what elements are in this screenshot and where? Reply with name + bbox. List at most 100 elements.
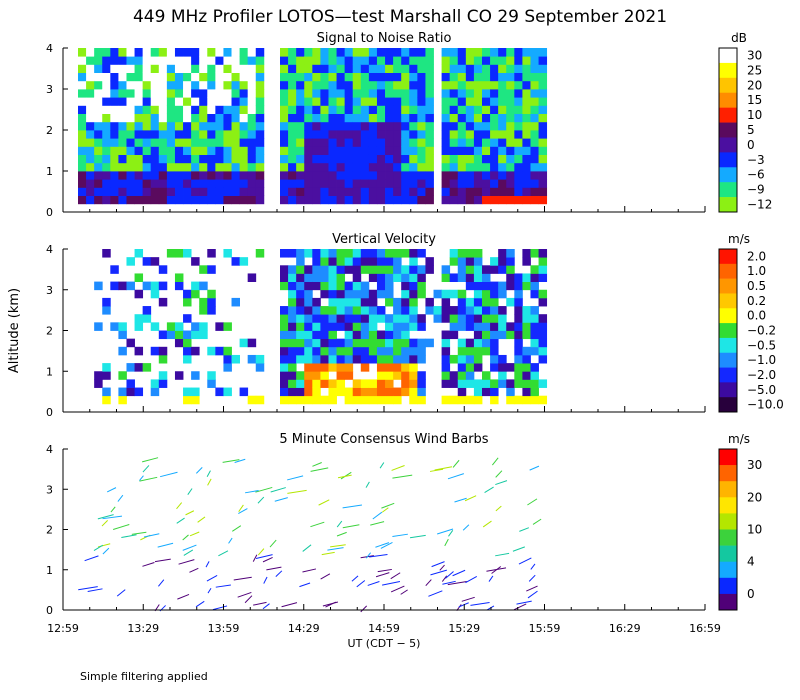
velocity-cell xyxy=(102,371,111,380)
snr-cell xyxy=(296,97,305,106)
snr-cell xyxy=(296,80,305,90)
velocity-cell xyxy=(457,265,467,274)
velocity-cell xyxy=(465,265,475,274)
snr-cell xyxy=(385,171,394,180)
snr-cell xyxy=(465,121,475,131)
velocity-cell xyxy=(328,281,337,291)
velocity-cell xyxy=(376,387,386,397)
snr-cell xyxy=(312,130,321,139)
snr-cell xyxy=(94,154,103,164)
snr-cell xyxy=(490,121,499,131)
velocity-cell xyxy=(393,314,402,323)
velocity-cell xyxy=(522,273,531,282)
colorbar-swatch xyxy=(719,152,737,168)
velocity-cell xyxy=(498,289,507,299)
snr-cell xyxy=(417,130,426,139)
snr-cell xyxy=(449,179,459,188)
snr-cell xyxy=(514,113,523,123)
velocity-cell xyxy=(328,322,337,331)
snr-cell xyxy=(522,97,531,106)
velocity-cell xyxy=(118,395,127,405)
velocity-cell xyxy=(328,306,337,315)
snr-cell xyxy=(174,48,184,57)
velocity-cell xyxy=(304,379,313,388)
snr-cell xyxy=(522,187,531,196)
velocity-cell xyxy=(296,387,305,397)
velocity-cell xyxy=(465,379,475,388)
y-tick-label: 2 xyxy=(46,124,53,137)
velocity-cell xyxy=(393,346,402,356)
velocity-cell xyxy=(280,354,289,364)
velocity-cell xyxy=(376,289,386,299)
snr-cell xyxy=(191,179,200,188)
velocity-cell xyxy=(134,346,144,356)
wind-barb xyxy=(318,499,330,506)
velocity-cell xyxy=(401,379,410,388)
snr-cell xyxy=(255,146,265,155)
snr-cell xyxy=(215,56,224,65)
velocity-cell xyxy=(110,281,119,291)
velocity-cell xyxy=(360,379,370,388)
snr-cell xyxy=(304,113,313,123)
velocity-cell xyxy=(457,273,467,282)
velocity-cell xyxy=(328,338,337,348)
wind-barb xyxy=(381,507,389,513)
velocity-cell xyxy=(360,249,370,258)
velocity-cell xyxy=(376,354,386,364)
velocity-cell xyxy=(449,330,459,340)
snr-cell xyxy=(118,162,127,172)
snr-cell xyxy=(425,154,434,164)
snr-cell xyxy=(385,154,394,164)
snr-cell xyxy=(514,64,523,73)
colorbar-swatch xyxy=(719,529,737,546)
velocity-cell xyxy=(328,249,337,258)
velocity-cell xyxy=(514,338,523,348)
colorbar-swatch xyxy=(719,122,737,138)
snr-cell xyxy=(482,105,491,114)
velocity-cell xyxy=(312,387,321,397)
snr-cell xyxy=(457,80,467,90)
velocity-cell xyxy=(385,265,394,274)
velocity-cell xyxy=(288,289,297,299)
snr-cell xyxy=(142,146,152,155)
panel-title: Vertical Velocity xyxy=(332,232,436,247)
snr-cell xyxy=(94,97,103,106)
velocity-cell xyxy=(174,371,184,380)
velocity-cell xyxy=(368,314,378,323)
velocity-cell xyxy=(142,306,152,315)
snr-cell xyxy=(134,64,144,73)
velocity-cell xyxy=(441,371,451,380)
snr-cell xyxy=(320,113,329,123)
snr-cell xyxy=(86,171,95,180)
snr-cell xyxy=(174,138,184,147)
velocity-cell xyxy=(280,387,289,397)
velocity-cell xyxy=(538,297,548,307)
wind-barb xyxy=(195,466,203,474)
snr-cell xyxy=(376,138,386,147)
snr-cell xyxy=(409,64,418,73)
velocity-cell xyxy=(530,371,539,380)
snr-cell xyxy=(473,72,483,82)
velocity-cell xyxy=(482,346,491,356)
snr-cell xyxy=(401,97,410,106)
snr-cell xyxy=(239,138,249,147)
snr-cell xyxy=(482,187,491,196)
snr-cell xyxy=(506,187,515,196)
snr-cell xyxy=(102,154,111,164)
velocity-cell xyxy=(465,322,475,331)
snr-cell xyxy=(296,162,305,172)
snr-cell xyxy=(465,187,475,196)
velocity-cell xyxy=(207,346,216,356)
snr-cell xyxy=(344,154,354,164)
snr-cell xyxy=(449,187,459,196)
snr-cell xyxy=(158,97,168,106)
snr-cell xyxy=(506,72,515,82)
velocity-cell xyxy=(385,257,394,266)
snr-cell xyxy=(304,195,313,205)
snr-cell xyxy=(320,138,329,147)
snr-cell xyxy=(368,48,378,57)
velocity-cell xyxy=(150,379,160,388)
colorbar-label: 15 xyxy=(747,93,762,107)
snr-cell xyxy=(231,187,240,196)
velocity-cell xyxy=(465,371,475,380)
